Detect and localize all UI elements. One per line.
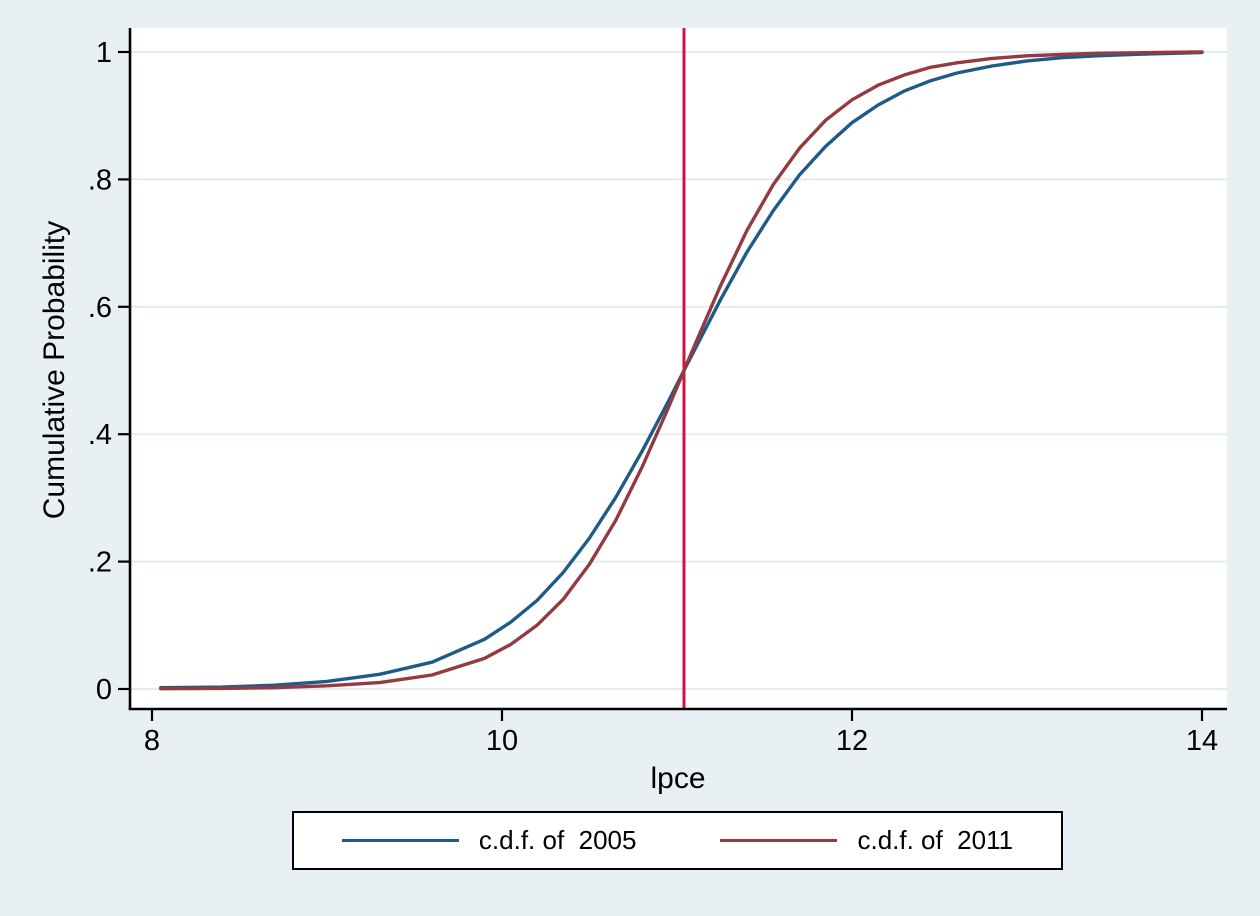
legend: c.d.f. of 2005 c.d.f. of 2011: [292, 811, 1063, 870]
legend-label-2011: c.d.f. of 2011: [857, 825, 1014, 855]
legend-entry-2011: c.d.f. of 2011: [720, 825, 1013, 856]
legend-entry-2005: c.d.f. of 2005: [341, 825, 637, 856]
y-tick-label: .4: [88, 419, 112, 451]
y-tick-label: .2: [88, 547, 112, 579]
legend-line-sample-2005: [341, 839, 459, 842]
cdf-2011-curve: [159, 50, 1204, 691]
x-tick-label: 10: [486, 725, 518, 757]
x-tick-label: 8: [144, 725, 160, 757]
y-axis-ticks: 0 .2 .4 .6 .8 1: [88, 37, 130, 706]
y-tick-label: .8: [88, 164, 112, 196]
y-tick-label: .6: [88, 292, 112, 324]
y-tick-label: 0: [96, 674, 112, 706]
axes: [128, 28, 1227, 711]
x-tick-label: 12: [836, 725, 868, 757]
legend-label-2005: c.d.f. of 2005: [478, 825, 637, 855]
legend-line-sample-2011: [720, 839, 838, 842]
y-tick-label: 1: [96, 37, 112, 69]
cdf-2005-curve: [159, 50, 1204, 690]
x-axis-title: lpce: [650, 762, 706, 795]
plot-background: [130, 28, 1227, 709]
y-axis-title: Cumulative Probability: [38, 220, 71, 520]
x-axis-ticks: 8 10 12 14: [144, 709, 1218, 757]
gridlines: [130, 51, 1227, 690]
x-tick-label: 14: [1186, 725, 1218, 757]
